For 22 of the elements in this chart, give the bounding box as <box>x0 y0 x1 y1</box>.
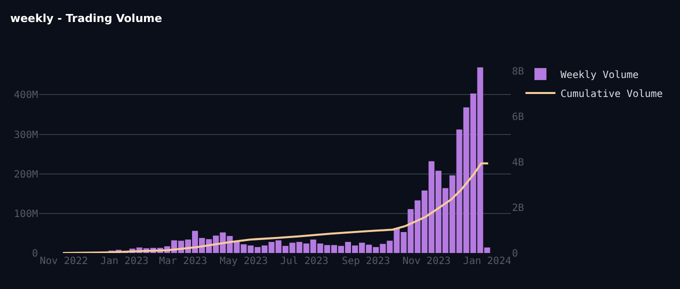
x-tick-label: May 2023 <box>220 256 268 267</box>
legend-label: Cumulative Volume <box>560 88 663 100</box>
y-tick-label: 100M <box>14 208 38 220</box>
x-tick-label: Nov 2022 <box>40 256 88 267</box>
x-tick-label: Jul 2023 <box>280 256 328 267</box>
x-tick-label: Jan 2024 <box>463 256 512 267</box>
y2-tick-label: 4B <box>512 158 524 169</box>
y-tick-label: 300M <box>14 130 38 141</box>
y2-tick-label: 6B <box>512 112 524 124</box>
y-tick-label: 0 <box>32 248 38 260</box>
y2-tick-label: 2B <box>512 203 524 214</box>
x-tick-label: Mar 2023 <box>158 256 208 267</box>
x-tick-label: Nov 2023 <box>402 256 451 267</box>
y2-tick-label: 8B <box>512 66 524 78</box>
y2-tick-label: 0 <box>512 248 518 260</box>
legend-label: Weekly Volume <box>560 70 639 81</box>
x-tick-label: Jan 2023 <box>100 256 149 267</box>
line-series <box>62 162 490 253</box>
chart-title: weekly - Trading Volume <box>10 12 162 26</box>
y-tick-label: 400M <box>14 90 38 102</box>
y-tick-label: 200M <box>14 169 38 180</box>
x-tick-label: Sep 2023 <box>342 256 390 267</box>
